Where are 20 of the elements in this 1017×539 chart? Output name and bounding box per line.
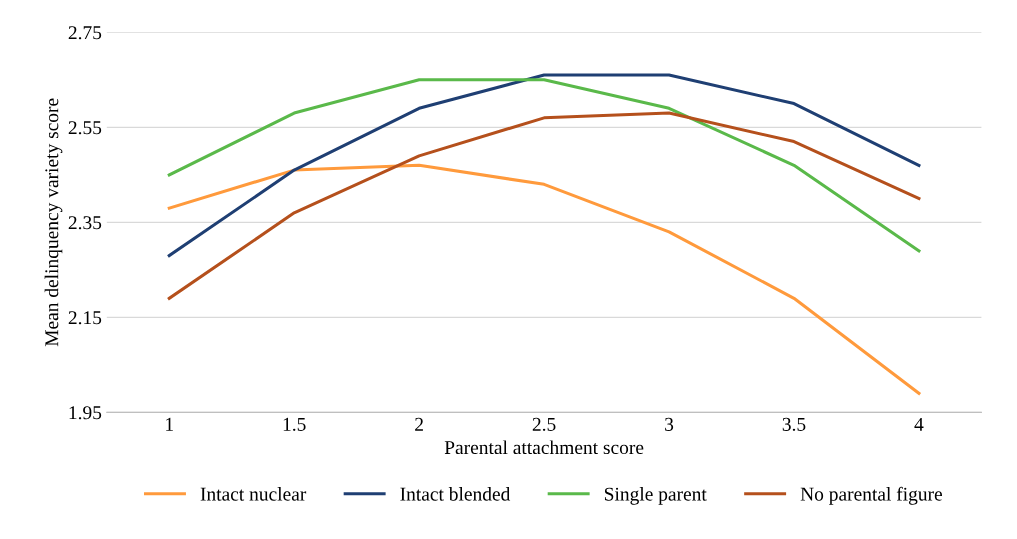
x-tick-label: 3.5	[782, 417, 806, 431]
y-tick-label: 1.95	[69, 406, 102, 420]
legend-label: Intact blended	[400, 487, 511, 501]
y-tick-label: 2.75	[68, 26, 102, 40]
x-tick-label: 2.5	[532, 417, 556, 431]
legend-label: Intact nuclear	[200, 487, 307, 501]
legend-label: Single parent	[604, 487, 707, 505]
y-tick-label: 2.55	[68, 121, 102, 135]
x-tick-label: 1.5	[283, 417, 306, 431]
line-series	[167, 111, 921, 300]
y-tick-label: 2.35	[68, 216, 102, 230]
legend-label: No parental figure	[800, 486, 942, 505]
x-tick-label: 3	[665, 417, 674, 431]
y-tick-label: 2.15	[68, 311, 102, 325]
x-axis-title: Parental attachment score	[444, 440, 644, 455]
x-tick-label: 4	[914, 417, 924, 431]
line-series	[167, 163, 921, 395]
x-tick-label: 1	[166, 417, 173, 431]
y-axis-title: Mean delinquency variety score	[44, 98, 63, 347]
x-tick-label: 2	[415, 417, 423, 431]
